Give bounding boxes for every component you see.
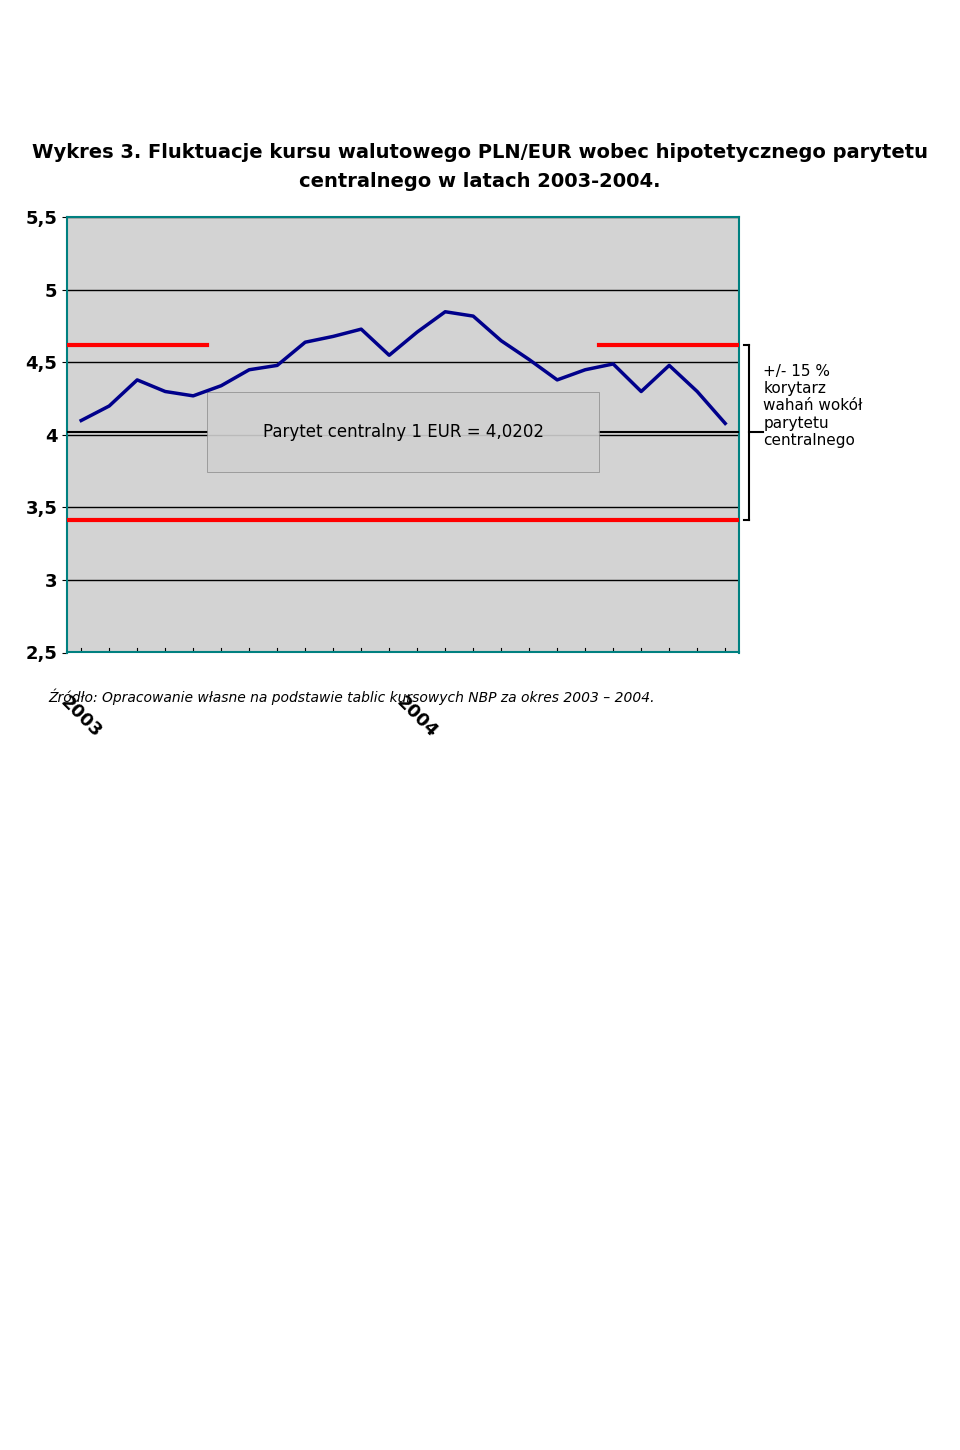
Text: Wykres 3. Fluktuacje kursu walutowego PLN/EUR wobec hipotetycznego parytetu: Wykres 3. Fluktuacje kursu walutowego PL… [32,142,928,162]
Text: centralnego w latach 2003-2004.: centralnego w latach 2003-2004. [300,171,660,191]
FancyBboxPatch shape [207,392,599,471]
Text: +/- 15 %
korytarz
wahań wokół
parytetu
centralnego: +/- 15 % korytarz wahań wokół parytetu c… [763,364,863,448]
Text: Źródło: Opracowanie własne na podstawie tablic kursowych NBP za okres 2003 – 200: Źródło: Opracowanie własne na podstawie … [48,689,655,705]
Text: Parytet centralny 1 EUR = 4,0202: Parytet centralny 1 EUR = 4,0202 [263,423,543,441]
Text: 2003: 2003 [58,693,106,741]
Text: 2004: 2004 [394,693,442,741]
